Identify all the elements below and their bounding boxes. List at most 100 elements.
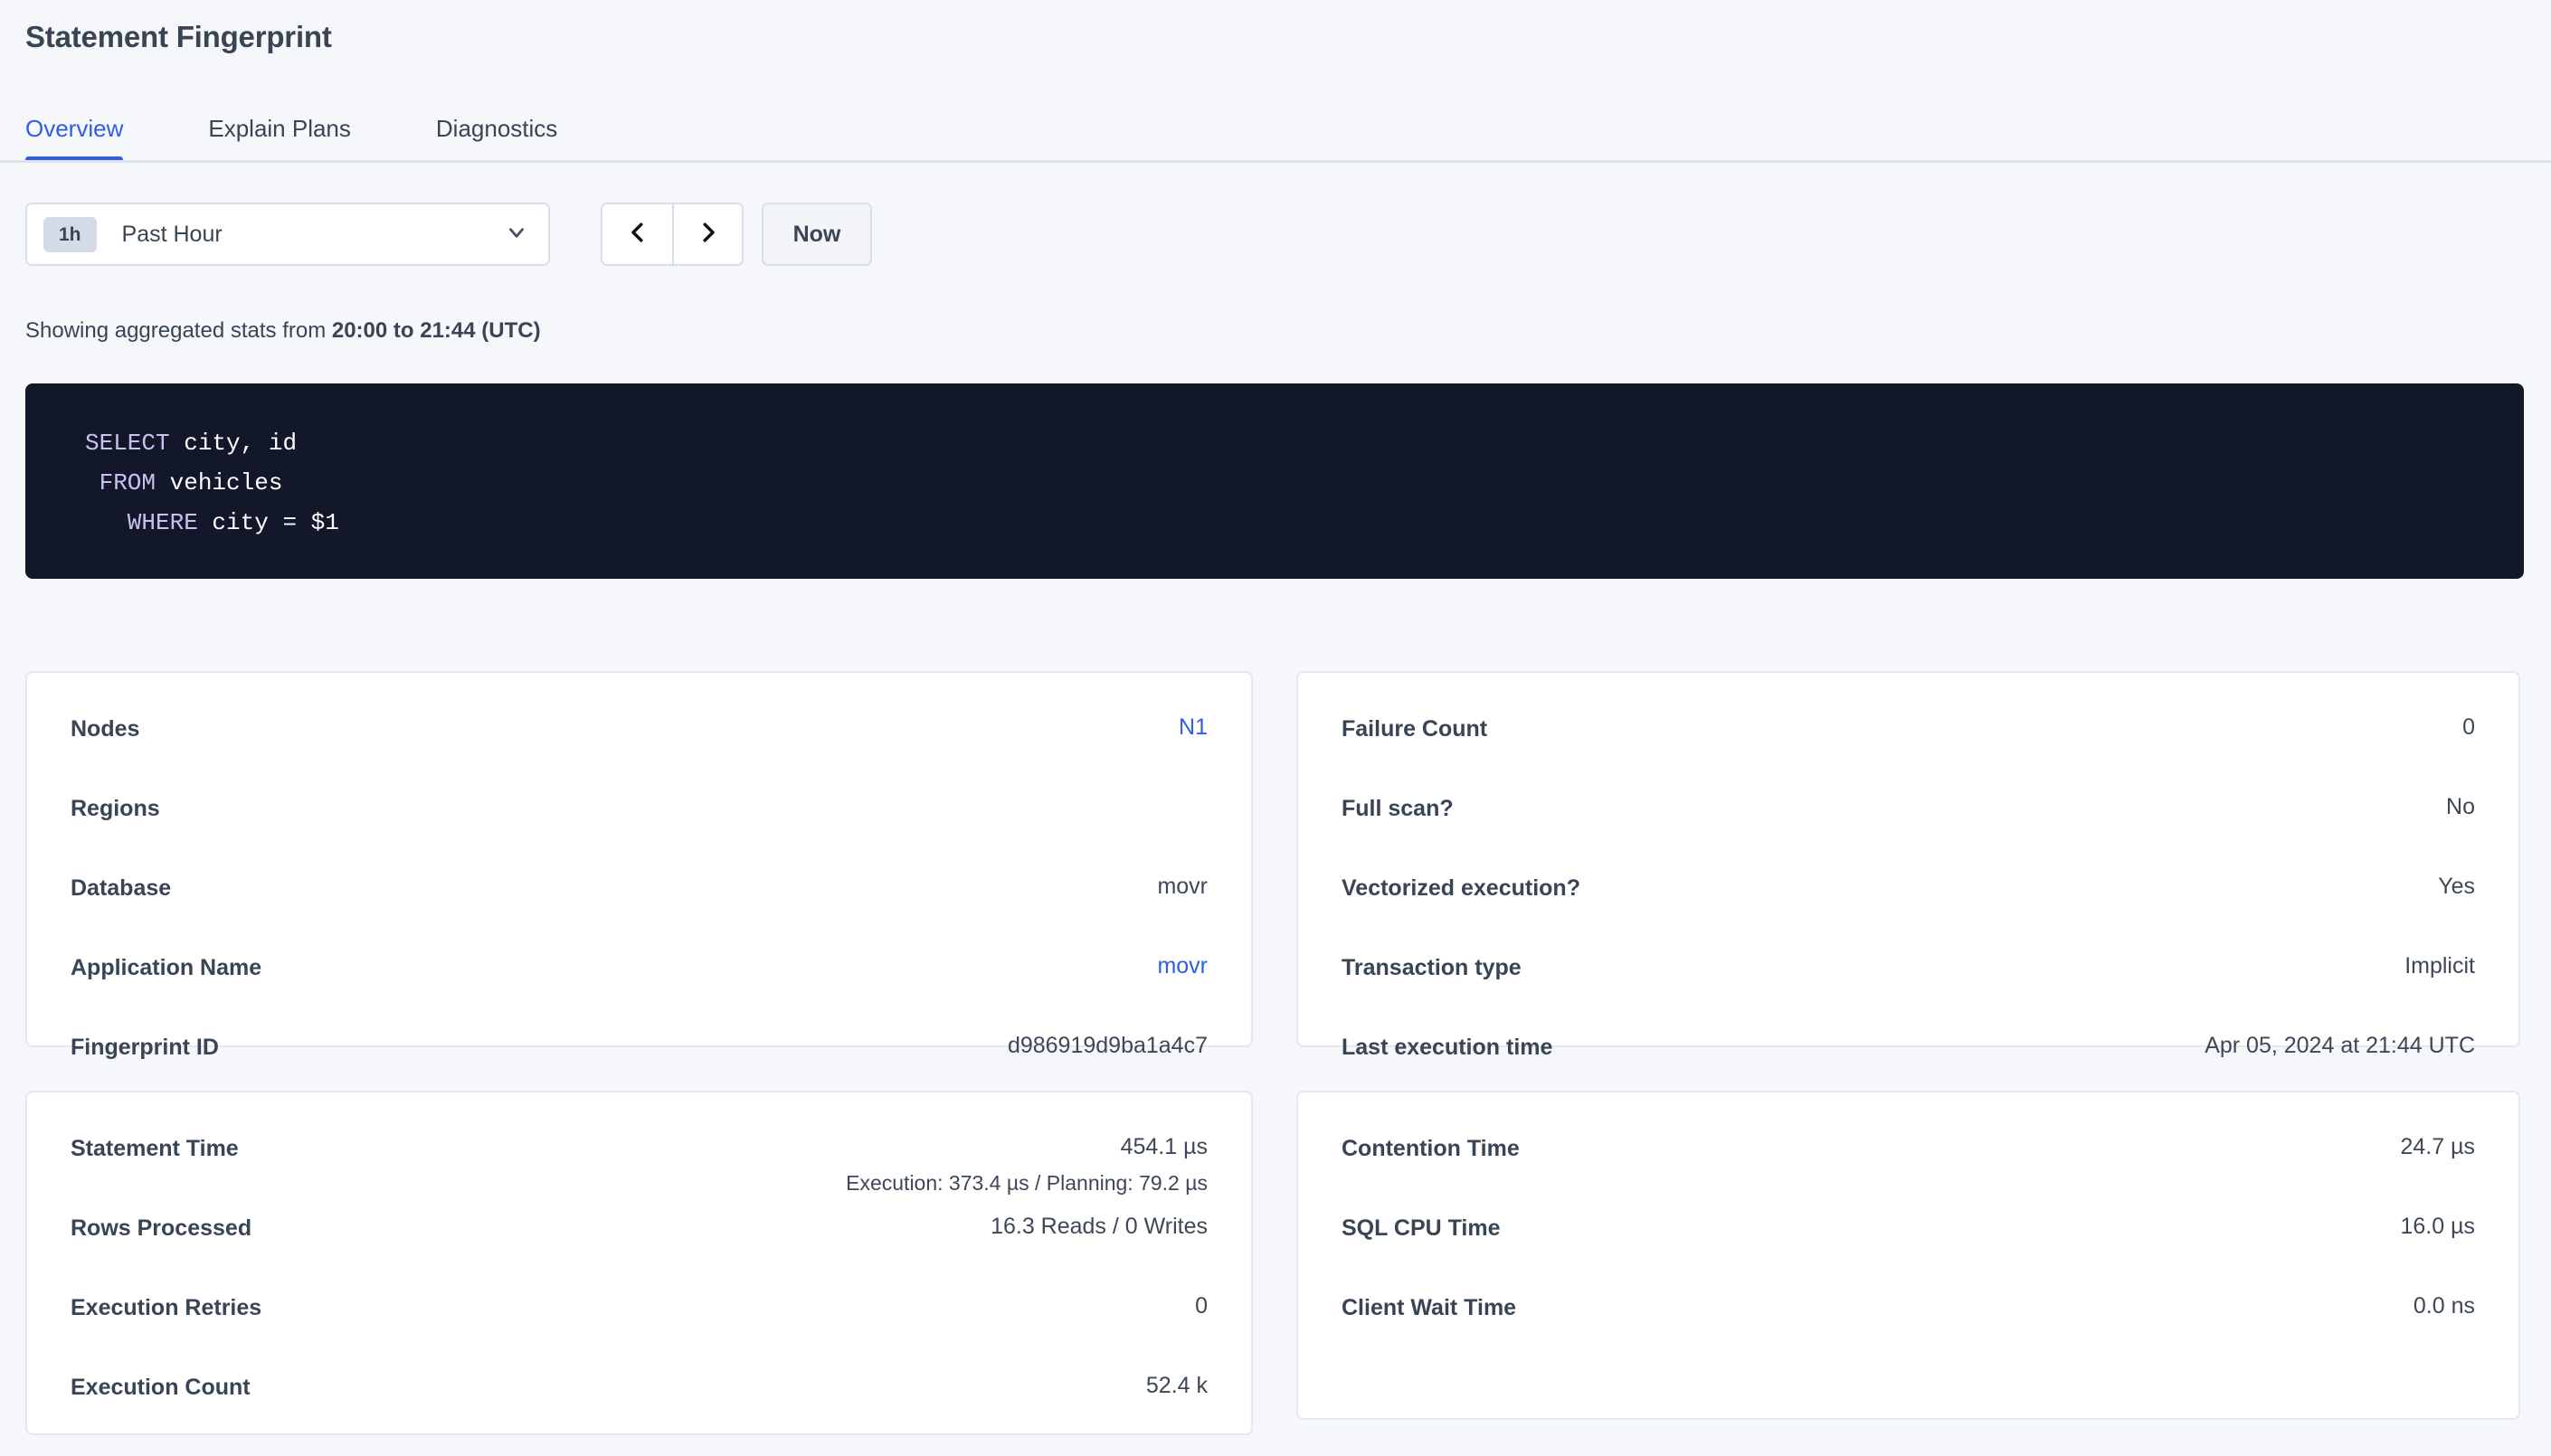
sql-text-line2: vehicles (156, 469, 283, 496)
stat-row-sql-cpu-time: SQL CPU Time 16.0 µs (1342, 1214, 2475, 1275)
sql-text-line1: city, id (169, 430, 298, 457)
stat-label: Vectorized execution? (1342, 875, 1580, 901)
sql-cpu-time-value: 16.0 µs (2400, 1214, 2475, 1239)
stat-row-vectorized-execution: Vectorized execution? Yes (1342, 874, 2475, 935)
client-wait-time-value: 0.0 ns (2413, 1293, 2475, 1319)
tab-bar-divider (0, 160, 2551, 163)
stat-values: 0 (1195, 1293, 1208, 1319)
tab-list: Overview Explain Plans Diagnostics (25, 104, 642, 163)
stat-label: Contention Time (1342, 1136, 1520, 1161)
resource-usage-card: Contention Time 24.7 µs SQL CPU Time 16.… (1296, 1091, 2520, 1420)
time-step-buttons (601, 203, 744, 266)
statement-time-value: 454.1 µs (1120, 1134, 1208, 1159)
stat-row-statement-time: Statement Time 454.1 µs Execution: 373.4… (71, 1134, 1208, 1196)
stat-values: No (2446, 794, 2475, 820)
time-range-badge: 1h (43, 216, 97, 252)
sql-keyword-from: FROM (85, 469, 156, 496)
time-range-toolbar: 1h Past Hour (25, 203, 872, 266)
execution-retries-value: 0 (1195, 1293, 1208, 1319)
aggregation-range-value: 20:00 to 21:44 (UTC) (331, 318, 541, 343)
stat-label: Execution Count (71, 1375, 251, 1400)
tab-overview[interactable]: Overview (25, 115, 124, 163)
stat-values: 52.4 k (1146, 1373, 1208, 1399)
previous-time-button[interactable] (602, 204, 672, 264)
chevron-down-icon (505, 221, 528, 249)
aggregation-range-text: Showing aggregated stats from 20:00 to 2… (25, 318, 541, 344)
stat-label: Nodes (71, 716, 140, 742)
stat-row-execution-retries: Execution Retries 0 (71, 1293, 1208, 1355)
time-range-label: Past Hour (121, 221, 223, 247)
stat-row-database: Database movr (71, 874, 1208, 935)
stat-values: d986919d9ba1a4c7 (1008, 1033, 1208, 1059)
nodes-link[interactable]: N1 (1179, 714, 1208, 740)
last-execution-time-value: Apr 05, 2024 at 21:44 UTC (2205, 1033, 2475, 1058)
stat-values: N1 (1179, 714, 1208, 741)
stat-values: 16.3 Reads / 0 Writes (991, 1214, 1208, 1240)
vectorized-execution-value: Yes (2438, 874, 2475, 899)
stat-label: Regions (71, 796, 160, 821)
stat-row-application-name: Application Name movr (71, 953, 1208, 1015)
tab-explain-plans[interactable]: Explain Plans (208, 115, 351, 142)
sql-text-line3: city = $1 (197, 509, 339, 536)
time-range-select[interactable]: 1h Past Hour (25, 203, 550, 266)
stat-label: Full scan? (1342, 796, 1454, 821)
transaction-type-value: Implicit (2404, 953, 2475, 979)
stat-label: Client Wait Time (1342, 1295, 1517, 1320)
rows-processed-value: 16.3 Reads / 0 Writes (991, 1214, 1208, 1239)
card-body: Contention Time 24.7 µs SQL CPU Time 16.… (1298, 1092, 2518, 1355)
stat-row-contention-time: Contention Time 24.7 µs (1342, 1134, 2475, 1196)
execution-count-value: 52.4 k (1145, 1373, 1208, 1398)
statement-identity-card: Nodes N1 Regions Database movr Applicati… (25, 671, 1253, 1060)
statement-timing-card: Statement Time 454.1 µs Execution: 373.4… (25, 1091, 1253, 1435)
card-body: Failure Count 0 Full scan? No Vectorized… (1298, 673, 2518, 1094)
stat-label: SQL CPU Time (1342, 1215, 1501, 1241)
sql-keyword-select: SELECT (85, 430, 170, 457)
stat-values: 24.7 µs (2400, 1134, 2475, 1160)
stat-label: Database (71, 875, 172, 901)
database-value: movr (1157, 874, 1208, 899)
card-body: Nodes N1 Regions Database movr Applicati… (27, 673, 1251, 1094)
full-scan-value: No (2446, 794, 2475, 819)
stat-label: Statement Time (71, 1136, 239, 1161)
sql-keyword-where: WHERE (85, 509, 198, 536)
stat-label: Last execution time (1342, 1035, 1553, 1060)
stat-values: Yes (2438, 874, 2475, 900)
chevron-left-icon (624, 219, 651, 251)
stat-row-full-scan: Full scan? No (1342, 794, 2475, 856)
stat-label: Application Name (71, 955, 262, 980)
failure-count-value: 0 (2462, 714, 2475, 740)
application-name-link[interactable]: movr (1157, 953, 1208, 979)
stat-row-nodes: Nodes N1 (71, 714, 1208, 776)
stat-row-transaction-type: Transaction type Implicit (1342, 953, 2475, 1015)
stat-label: Execution Retries (71, 1295, 262, 1320)
stat-row-client-wait-time: Client Wait Time 0.0 ns (1342, 1293, 2475, 1355)
chevron-right-icon (695, 219, 722, 251)
stat-values: Implicit (2404, 953, 2475, 979)
statement-time-breakdown: Execution: 373.4 µs / Planning: 79.2 µs (846, 1171, 1208, 1195)
stat-values: 0 (2462, 714, 2475, 741)
card-body: Statement Time 454.1 µs Execution: 373.4… (27, 1092, 1251, 1434)
tab-bar: Overview Explain Plans Diagnostics (0, 104, 2551, 163)
stat-row-rows-processed: Rows Processed 16.3 Reads / 0 Writes (71, 1214, 1208, 1275)
next-time-button[interactable] (672, 204, 742, 264)
stat-values: 454.1 µs Execution: 373.4 µs / Planning:… (846, 1134, 1208, 1196)
stat-row-failure-count: Failure Count 0 (1342, 714, 2475, 776)
stat-values: 0.0 ns (2413, 1293, 2475, 1319)
stat-row-fingerprint-id: Fingerprint ID d986919d9ba1a4c7 (71, 1033, 1208, 1094)
contention-time-value: 24.7 µs (2400, 1134, 2475, 1159)
stat-label: Rows Processed (71, 1215, 252, 1241)
aggregation-range-prefix: Showing aggregated stats from (25, 318, 332, 343)
stat-values: movr (1157, 874, 1208, 900)
now-button[interactable]: Now (762, 203, 872, 266)
sql-statement-block: SELECT city, id FROM vehicles WHERE city… (25, 383, 2524, 579)
stat-values: 16.0 µs (2400, 1214, 2475, 1240)
stat-values: movr (1157, 953, 1208, 979)
stat-row-regions: Regions (71, 794, 1208, 856)
stat-row-execution-count: Execution Count 52.4 k (71, 1373, 1208, 1434)
execution-details-card: Failure Count 0 Full scan? No Vectorized… (1296, 671, 2520, 1060)
page-title: Statement Fingerprint (25, 20, 332, 53)
stat-row-last-execution-time: Last execution time Apr 05, 2024 at 21:4… (1342, 1033, 2475, 1094)
tab-diagnostics[interactable]: Diagnostics (435, 115, 558, 142)
stat-label: Fingerprint ID (71, 1035, 219, 1060)
